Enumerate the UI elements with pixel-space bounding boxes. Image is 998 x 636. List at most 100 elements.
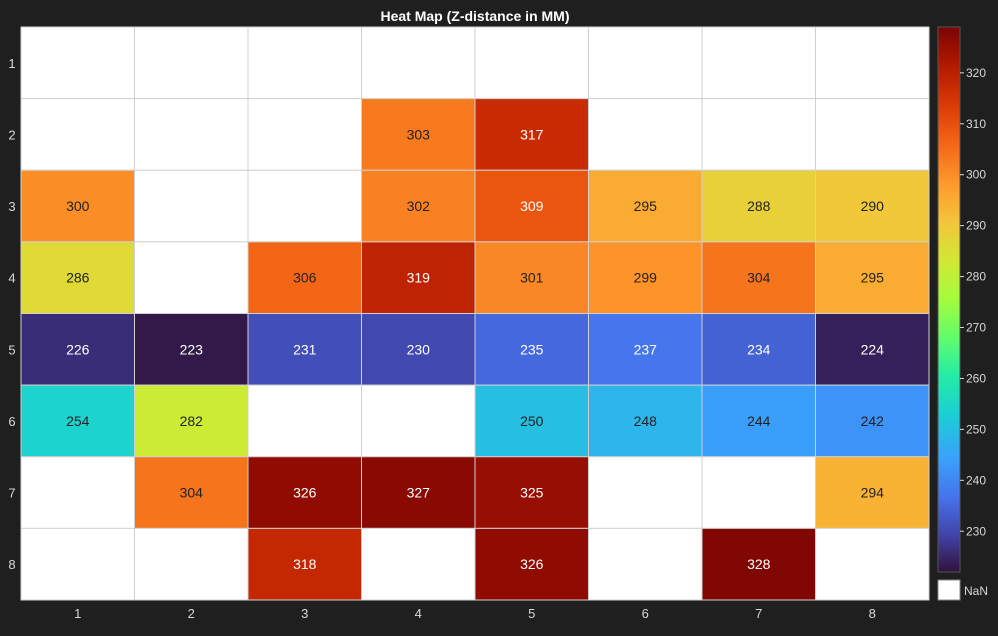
colorbar-tick-label: 320 <box>966 66 986 80</box>
cell-value-label: 250 <box>520 413 544 429</box>
y-tick-label: 2 <box>8 127 15 142</box>
heatmap-cell <box>247 169 362 243</box>
cell-value-label: 248 <box>634 413 658 429</box>
chart-title: Heat Map (Z-distance in MM) <box>380 8 569 24</box>
cell-value-label: 318 <box>293 556 317 572</box>
cell-value-label: 244 <box>747 413 771 429</box>
heatmap-cell <box>361 527 476 601</box>
cell-value-label: 301 <box>520 270 544 286</box>
heatmap-cell <box>815 456 930 529</box>
x-tick-label: 8 <box>869 606 876 621</box>
colorbar-tick-label: 240 <box>966 473 986 487</box>
colorbar-tick-label: 310 <box>966 117 986 131</box>
heatmap-cell <box>134 456 249 529</box>
heatmap-cell <box>474 241 589 314</box>
cell-value-label: 317 <box>520 126 544 142</box>
heatmap-cell <box>134 169 249 243</box>
heatmap-cell <box>815 26 930 100</box>
colorbar-tick-label: 270 <box>966 321 986 335</box>
cell-value-label: 234 <box>747 341 771 357</box>
y-tick-label: 4 <box>8 271 15 286</box>
cell-value-label: 304 <box>747 270 771 286</box>
cell-value-label: 235 <box>520 341 544 357</box>
heatmap-cell <box>701 527 816 601</box>
heatmap-cell <box>588 456 703 529</box>
cell-value-label: 237 <box>634 341 658 357</box>
heatmap-cell <box>588 527 703 601</box>
cell-value-label: 231 <box>293 341 317 357</box>
cell-value-label: 290 <box>861 198 885 214</box>
heatmap-cell <box>20 98 135 171</box>
heatmap-cell <box>134 98 249 171</box>
cell-value-label: 319 <box>407 270 431 286</box>
heatmap-cell <box>588 241 703 314</box>
heatmap-cell <box>361 98 476 171</box>
cell-value-label: 303 <box>407 126 431 142</box>
cell-value-label: 294 <box>861 485 885 501</box>
y-tick-label: 7 <box>8 486 15 501</box>
colorbar-tick-label: 280 <box>966 270 986 284</box>
heatmap-cell <box>815 241 930 314</box>
x-tick-label: 3 <box>301 606 308 621</box>
heatmap-cell <box>361 169 476 243</box>
x-tick-label: 6 <box>642 606 649 621</box>
heatmap-cell <box>701 26 816 100</box>
heatmap-cell <box>134 26 249 100</box>
heatmap-cell <box>701 456 816 529</box>
heatmap-cell <box>815 313 930 386</box>
heatmap-cell <box>247 98 362 171</box>
heatmap-cell <box>247 527 362 601</box>
heatmap-cell <box>815 527 930 601</box>
heatmap-cell <box>20 384 135 458</box>
y-tick-label: 8 <box>8 557 15 572</box>
heatmap-cell <box>20 169 135 243</box>
heatmap-cell <box>361 384 476 458</box>
cell-value-label: 299 <box>634 270 658 286</box>
x-tick-label: 7 <box>755 606 762 621</box>
heatmap-cell <box>134 384 249 458</box>
x-axis-ticks: 1 2 3 4 5 6 7 8 <box>74 606 876 621</box>
cell-value-label: 326 <box>520 556 544 572</box>
colorbar-ticks: 230 240 250 260 270 280 290 300 310 320 <box>960 66 986 538</box>
heatmap-cell <box>474 384 589 458</box>
heatmap-cell <box>247 26 362 100</box>
heatmap-cell <box>815 169 930 243</box>
colorbar-tick-label: 300 <box>966 168 986 182</box>
cell-value-label: 230 <box>407 341 431 357</box>
heatmap-cell <box>134 241 249 314</box>
cell-value-label: 302 <box>407 198 431 214</box>
nan-legend-swatch <box>937 579 961 601</box>
cell-value-label: 295 <box>861 270 885 286</box>
colorbar-tick-label: 250 <box>966 422 986 436</box>
cell-value-label: 288 <box>747 198 771 214</box>
heatmap-cell <box>247 313 362 386</box>
heatmap-cell <box>474 98 589 171</box>
nan-legend-label: NaN <box>964 584 988 598</box>
heatmap-cell <box>20 527 135 601</box>
colorbar-tick-label: 260 <box>966 371 986 385</box>
heatmap-cell <box>474 313 589 386</box>
cell-value-label: 326 <box>293 485 317 501</box>
cell-value-label: 226 <box>66 341 90 357</box>
cell-value-label: 282 <box>180 413 204 429</box>
heatmap-cell <box>588 98 703 171</box>
colorbar-tick-label: 230 <box>966 524 986 538</box>
x-tick-label: 4 <box>415 606 422 621</box>
heatmap-cell <box>701 169 816 243</box>
heatmap-cell <box>20 241 135 314</box>
y-tick-label: 6 <box>8 414 15 429</box>
heatmap-cell <box>701 241 816 314</box>
cell-value-label: 242 <box>861 413 885 429</box>
heatmap-cell <box>701 313 816 386</box>
heatmap-cell <box>247 384 362 458</box>
cell-value-label: 300 <box>66 198 90 214</box>
cell-value-label: 224 <box>861 341 885 357</box>
cell-value-label: 286 <box>66 270 90 286</box>
colorbar <box>937 26 961 573</box>
cell-value-label: 223 <box>180 341 204 357</box>
heatmap-cells: 303 317 300 302 309 295 288 290 286 306 319 301 299 3… <box>20 26 930 601</box>
heatmap-cell <box>815 98 930 171</box>
heatmap-cell <box>20 456 135 529</box>
cell-value-label: 254 <box>66 413 90 429</box>
